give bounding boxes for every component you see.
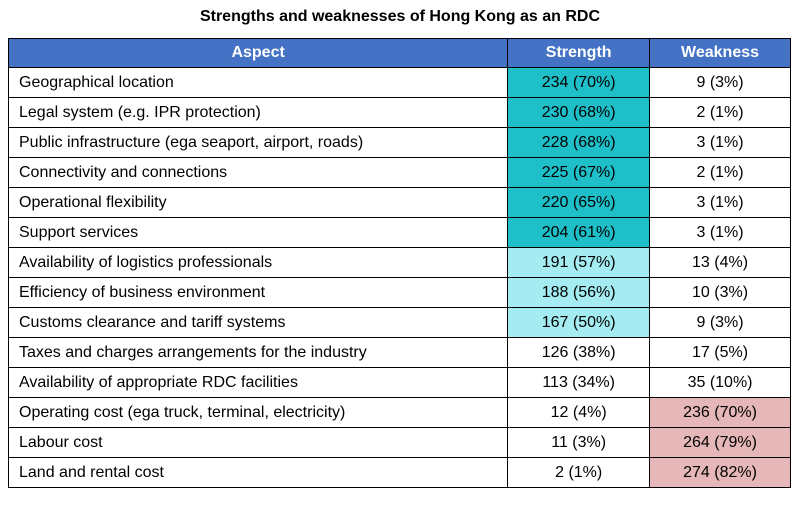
table-row: Connectivity and connections 225 (67%) 2…: [7, 157, 791, 188]
header-aspect: Aspect: [7, 38, 509, 68]
aspect-cell: Customs clearance and tariff systems: [7, 307, 509, 338]
table-row: Public infrastructure (ega seaport, airp…: [7, 127, 791, 158]
table-row: Legal system (e.g. IPR protection) 230 (…: [7, 97, 791, 128]
table-row: Taxes and charges arrangements for the i…: [7, 337, 791, 368]
weakness-cell: 264 (79%): [649, 427, 791, 458]
table-row: Geographical location 234 (70%) 9 (3%): [7, 67, 791, 98]
aspect-cell: Support services: [7, 217, 509, 248]
aspect-cell: Operating cost (ega truck, terminal, ele…: [7, 397, 509, 428]
table-row: Availability of logistics professionals …: [7, 247, 791, 278]
strength-cell: 204 (61%): [507, 217, 651, 248]
strength-cell: 126 (38%): [507, 337, 651, 368]
strength-cell: 11 (3%): [507, 427, 651, 458]
header-strength: Strength: [507, 38, 651, 68]
strength-cell: 230 (68%): [507, 97, 651, 128]
table-row: Operating cost (ega truck, terminal, ele…: [7, 397, 791, 428]
weakness-cell: 3 (1%): [649, 127, 791, 158]
weakness-cell: 9 (3%): [649, 307, 791, 338]
weakness-cell: 274 (82%): [649, 457, 791, 488]
weakness-cell: 3 (1%): [649, 187, 791, 218]
table-row: Land and rental cost 2 (1%) 274 (82%): [7, 457, 791, 488]
aspect-cell: Operational flexibility: [7, 187, 509, 218]
aspect-cell: Connectivity and connections: [7, 157, 509, 188]
strength-cell: 167 (50%): [507, 307, 651, 338]
weakness-cell: 35 (10%): [649, 367, 791, 398]
table-row: Availability of appropriate RDC faciliti…: [7, 367, 791, 398]
strengths-weaknesses-table: Aspect Strength Weakness Geographical lo…: [7, 38, 791, 488]
weakness-cell: 2 (1%): [649, 97, 791, 128]
weakness-cell: 9 (3%): [649, 67, 791, 98]
aspect-cell: Labour cost: [7, 427, 509, 458]
strength-cell: 2 (1%): [507, 457, 651, 488]
aspect-cell: Land and rental cost: [7, 457, 509, 488]
strength-cell: 228 (68%): [507, 127, 651, 158]
strength-cell: 220 (65%): [507, 187, 651, 218]
strength-cell: 225 (67%): [507, 157, 651, 188]
strength-cell: 191 (57%): [507, 247, 651, 278]
strength-cell: 234 (70%): [507, 67, 651, 98]
aspect-cell: Availability of logistics professionals: [7, 247, 509, 278]
table-row: Labour cost 11 (3%) 264 (79%): [7, 427, 791, 458]
weakness-cell: 17 (5%): [649, 337, 791, 368]
aspect-cell: Availability of appropriate RDC faciliti…: [7, 367, 509, 398]
table-row: Operational flexibility 220 (65%) 3 (1%): [7, 187, 791, 218]
table-title: Strengths and weaknesses of Hong Kong as…: [199, 8, 601, 25]
weakness-cell: 236 (70%): [649, 397, 791, 428]
aspect-cell: Taxes and charges arrangements for the i…: [7, 337, 509, 368]
aspect-cell: Public infrastructure (ega seaport, airp…: [7, 127, 509, 158]
weakness-cell: 13 (4%): [649, 247, 791, 278]
aspect-cell: Efficiency of business environment: [7, 277, 509, 308]
table-row: Efficiency of business environment 188 (…: [7, 277, 791, 308]
header-weakness: Weakness: [649, 38, 791, 68]
header-row: Aspect Strength Weakness: [7, 38, 791, 68]
weakness-cell: 10 (3%): [649, 277, 791, 308]
strength-cell: 188 (56%): [507, 277, 651, 308]
weakness-cell: 2 (1%): [649, 157, 791, 188]
weakness-cell: 3 (1%): [649, 217, 791, 248]
strength-cell: 113 (34%): [507, 367, 651, 398]
table-row: Support services 204 (61%) 3 (1%): [7, 217, 791, 248]
aspect-cell: Legal system (e.g. IPR protection): [7, 97, 509, 128]
table-row: Customs clearance and tariff systems 167…: [7, 307, 791, 338]
aspect-cell: Geographical location: [7, 67, 509, 98]
strength-cell: 12 (4%): [507, 397, 651, 428]
